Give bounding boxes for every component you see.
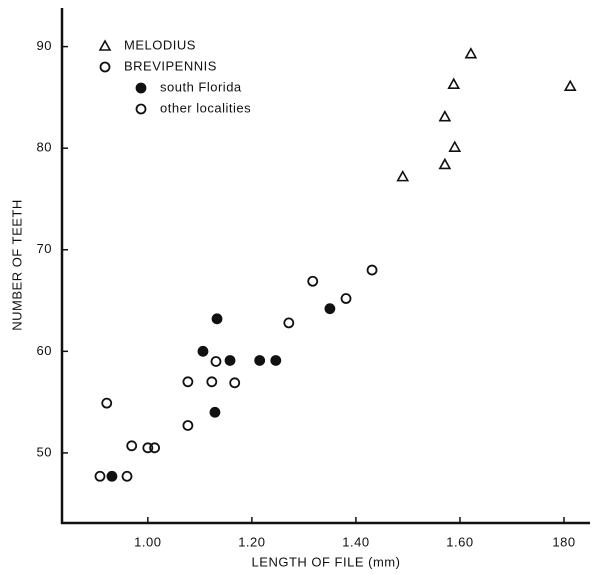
point <box>229 377 241 389</box>
point <box>182 420 194 431</box>
point <box>206 376 218 388</box>
point <box>210 356 222 367</box>
legend-label: south Florida <box>160 79 242 94</box>
point <box>101 397 113 409</box>
point <box>270 355 282 366</box>
point <box>106 470 118 482</box>
point <box>209 406 221 418</box>
x-tick-label: 180 <box>552 534 575 549</box>
point <box>324 303 336 315</box>
point <box>447 77 461 89</box>
legend-marker <box>98 39 112 51</box>
point <box>340 293 352 304</box>
y-tick-label: 60 <box>37 343 52 358</box>
point <box>448 140 462 152</box>
x-tick-label: 1.40 <box>342 534 369 549</box>
legend-label: MELODIUS <box>124 37 196 52</box>
point <box>254 355 266 366</box>
point <box>283 317 295 329</box>
y-tick-label: 80 <box>37 140 52 155</box>
y-tick-label: 50 <box>37 444 52 459</box>
legend-label: other localities <box>160 100 251 115</box>
legend-marker <box>99 61 111 73</box>
point <box>366 264 378 276</box>
x-axis-label: LENGTH OF FILE (mm) <box>252 554 401 569</box>
point <box>224 355 236 366</box>
legend-marker <box>135 82 147 94</box>
y-axis-label: NUMBER OF TEETH <box>9 199 24 331</box>
point <box>149 442 160 454</box>
point <box>211 313 223 325</box>
point <box>438 110 452 122</box>
point <box>197 345 209 357</box>
point <box>563 79 577 92</box>
point <box>142 442 154 454</box>
point <box>94 470 106 482</box>
legend-group-label: BREVIPENNIS <box>124 58 217 73</box>
x-tick-label: 1.00 <box>134 534 161 549</box>
point <box>182 376 194 388</box>
point <box>464 47 478 59</box>
legend-marker <box>135 103 147 115</box>
x-tick-label: 1.60 <box>446 534 473 549</box>
y-tick-label: 70 <box>37 241 52 256</box>
point <box>396 169 410 182</box>
point <box>307 275 319 287</box>
point <box>126 440 138 452</box>
x-tick-label: 1.20 <box>238 534 265 549</box>
y-tick-label: 90 <box>37 38 52 53</box>
point <box>438 157 452 170</box>
point <box>121 470 133 482</box>
